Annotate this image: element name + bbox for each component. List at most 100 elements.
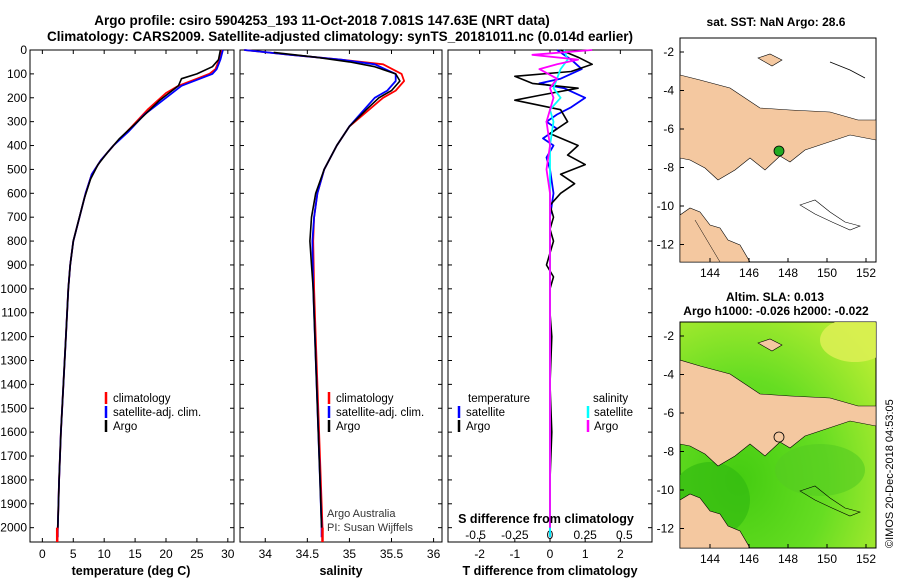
legend-t-satellite: satellite xyxy=(466,407,505,419)
depth-tick-label: 1200 xyxy=(0,330,27,344)
depth-tick-label: 1300 xyxy=(0,353,27,367)
salinity-legend: climatology satellite-adj. clim. Argo xyxy=(327,392,424,433)
map-y-tick-label: -4 xyxy=(663,368,674,382)
map-x-tick-label: 148 xyxy=(778,266,798,280)
legend-s-satellite: satellite xyxy=(594,407,633,419)
x-tick-label: 34 xyxy=(259,547,273,561)
curves-layer xyxy=(55,49,594,542)
depth-tick-label: 2000 xyxy=(0,521,27,535)
legend-s-argo: Argo xyxy=(594,421,618,433)
x-tick-label: 5 xyxy=(70,547,77,561)
signature-line-1: Argo Australia xyxy=(327,508,396,520)
map-y-tick-label: -2 xyxy=(663,45,674,59)
temperature-legend: climatology satellite-adj. clim. Argo xyxy=(104,392,201,433)
x-tick-label: 36 xyxy=(427,547,441,561)
series-argo xyxy=(273,51,401,528)
sst-map-axes: 144 146 148 150 152 -2 -4 -6 -8 -10 -12 xyxy=(657,45,877,280)
series-satellite-adj-clim- xyxy=(56,49,224,538)
title-line-1: Argo profile: csiro 5904253_193 11-Oct-2… xyxy=(94,13,549,28)
depth-tick-label: 1600 xyxy=(0,425,27,439)
map-x-tick-label: 144 xyxy=(700,266,720,280)
legend-salinity-heading: salinity xyxy=(593,393,628,405)
legend-climatology: climatology xyxy=(336,393,394,405)
map-x-tick-label: 152 xyxy=(856,552,876,566)
depth-tick-label: 1500 xyxy=(0,401,27,415)
sla-high-patch xyxy=(820,322,876,362)
map-y-tick-label: -6 xyxy=(663,406,674,420)
sla-mid-patch xyxy=(775,444,865,496)
s-tick-label: -0.5 xyxy=(465,528,486,542)
map-y-tick-label: -6 xyxy=(663,122,674,136)
new-guinea-land xyxy=(680,359,876,467)
map-y-tick-label: -12 xyxy=(657,522,675,536)
temperature-xlabel: temperature (deg C) xyxy=(72,564,191,578)
difference-legend: temperature satellite Argo salinity sate… xyxy=(457,393,633,433)
depth-tick-label: 1100 xyxy=(1,306,27,320)
map-y-tick-label: -12 xyxy=(657,238,675,252)
depth-tick-label: 1900 xyxy=(0,497,27,511)
map-y-tick-label: -8 xyxy=(663,161,674,175)
x-tick-label: 35 xyxy=(343,547,357,561)
legend-argo: Argo xyxy=(336,421,360,433)
imos-stamp: ©IMOS 20-Dec-2018 04:53:05 xyxy=(884,399,896,548)
island-land xyxy=(757,338,783,352)
s-tick-label: 0.5 xyxy=(616,528,633,542)
map-y-tick-label: -2 xyxy=(663,329,674,343)
x-tick-label: 0 xyxy=(547,547,554,561)
map-y-tick-label: -8 xyxy=(663,445,674,459)
sla-map-title-1: Altim. SLA: 0.013 xyxy=(726,290,824,304)
map-x-tick-label: 148 xyxy=(778,552,798,566)
island-land xyxy=(757,53,783,67)
difference-xlabel: T difference from climatology xyxy=(462,564,637,578)
depth-tick-label: 900 xyxy=(7,258,27,272)
depth-tick-label: 1400 xyxy=(0,377,27,391)
depth-tick-label: 1700 xyxy=(0,449,27,463)
x-tick-label: 35.5 xyxy=(380,547,404,561)
map-x-tick-label: 150 xyxy=(817,266,837,280)
map-y-tick-label: -4 xyxy=(663,84,674,98)
map-x-tick-label: 146 xyxy=(739,552,759,566)
legend-temperature-heading: temperature xyxy=(468,393,530,405)
map-x-tick-label: 146 xyxy=(739,266,759,280)
sla-map xyxy=(679,321,877,549)
legend-t-argo: Argo xyxy=(466,421,490,433)
x-tick-label: 0 xyxy=(39,547,46,561)
s-tick-label: 0.25 xyxy=(573,528,597,542)
x-tick-label: 30 xyxy=(221,547,235,561)
title-line-2: Climatology: CARS2009. Satellite-adjuste… xyxy=(47,29,633,44)
x-tick-label: 20 xyxy=(159,547,173,561)
map-y-tick-label: -10 xyxy=(657,483,675,497)
depth-tick-label: 700 xyxy=(7,210,27,224)
legend-satellite: satellite-adj. clim. xyxy=(336,407,424,419)
coastline xyxy=(694,219,721,262)
axes-layer: 0100200300400500600700800900100011001200… xyxy=(0,43,652,561)
x-tick-label: 10 xyxy=(98,547,112,561)
depth-tick-label: 1000 xyxy=(0,282,27,296)
sst-map-title: sat. SST: NaN Argo: 28.6 xyxy=(707,15,846,29)
new-guinea-land xyxy=(680,74,876,181)
reef-outline xyxy=(799,485,861,517)
x-tick-label: 25 xyxy=(190,547,204,561)
sla-map-axes: 144 146 148 150 152 -2 -4 -6 -8 -10 -12 xyxy=(657,329,877,566)
series-climatology xyxy=(56,49,223,538)
map-x-tick-label: 150 xyxy=(817,552,837,566)
x-tick-label: 15 xyxy=(128,547,142,561)
australia-land xyxy=(680,493,751,548)
reef-outline xyxy=(799,199,861,231)
series-s-argo xyxy=(531,49,593,528)
depth-tick-label: 300 xyxy=(7,115,27,129)
map-x-tick-label: 144 xyxy=(700,552,720,566)
legend-satellite: satellite-adj. clim. xyxy=(113,407,201,419)
temperature-panel xyxy=(29,49,235,543)
legend-argo: Argo xyxy=(113,421,137,433)
x-tick-label: 34.5 xyxy=(296,547,320,561)
island-outline xyxy=(829,61,866,79)
series-argo xyxy=(56,49,222,538)
sst-map xyxy=(679,37,877,263)
depth-tick-label: 500 xyxy=(7,162,27,176)
x-tick-label: -1 xyxy=(509,547,520,561)
s-difference-xlabel: S difference from climatology xyxy=(458,512,634,526)
depth-tick-label: 100 xyxy=(7,67,27,81)
argo-float-marker xyxy=(773,145,785,157)
